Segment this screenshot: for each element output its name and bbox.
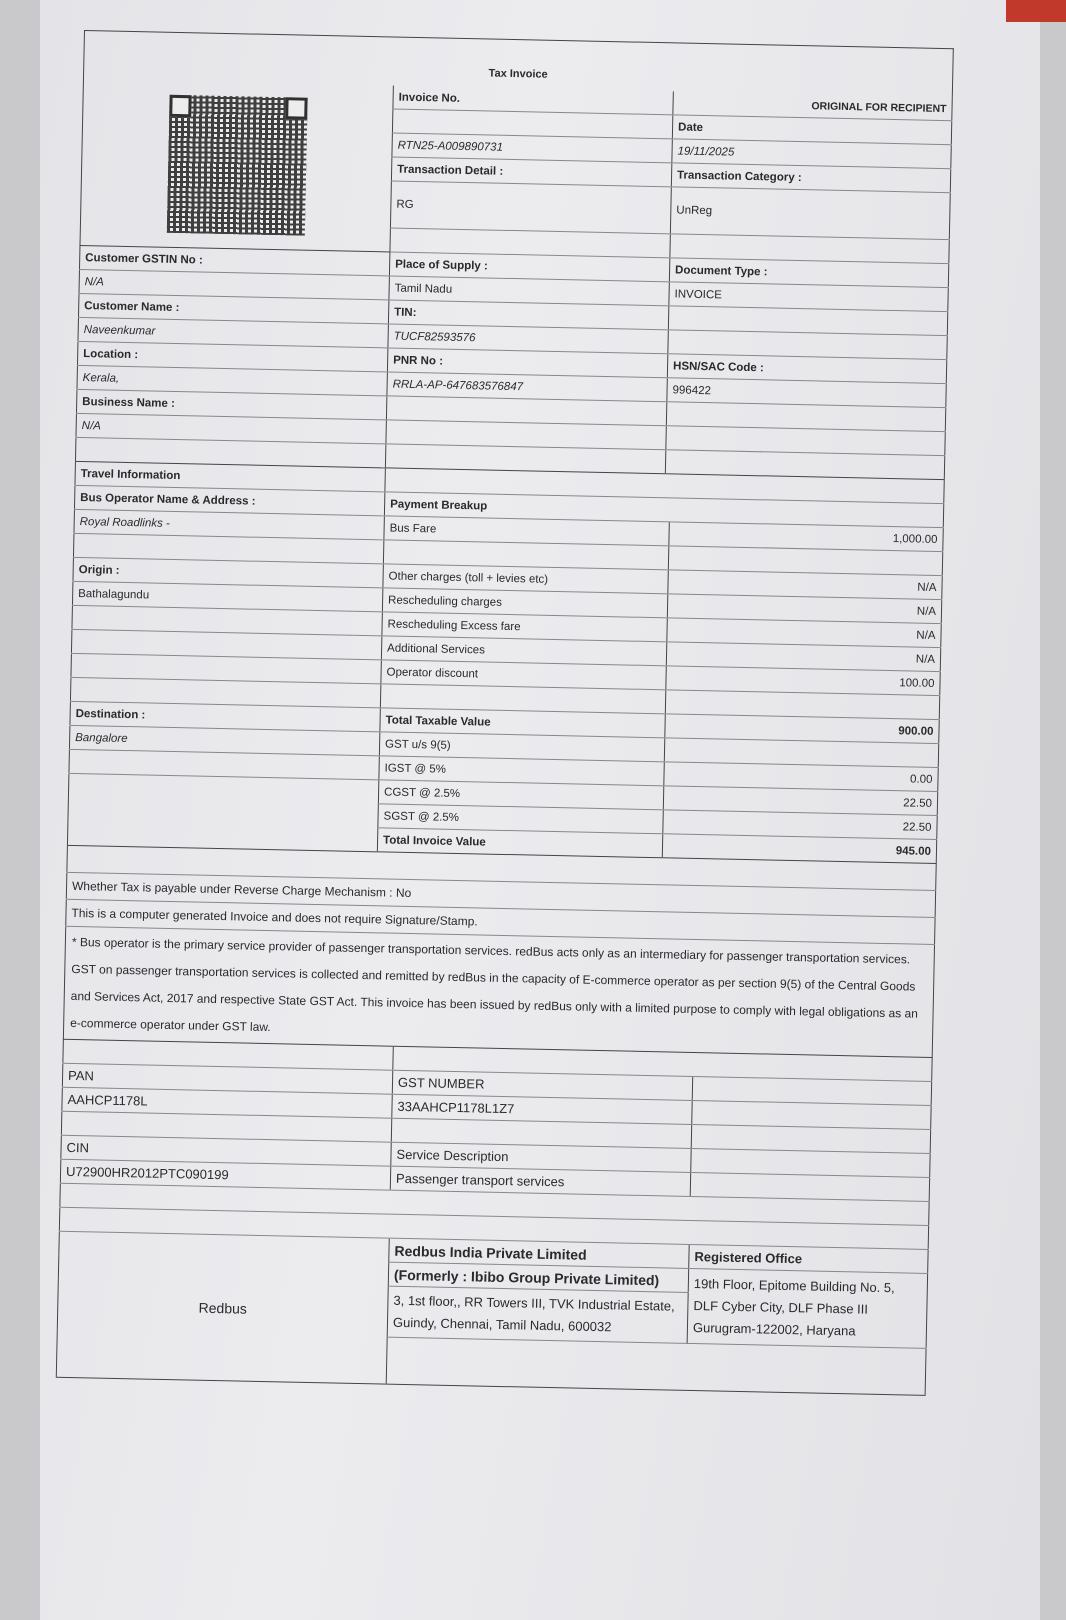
reg-office: 19th Floor, Epitome Building No. 5, DLF … bbox=[687, 1268, 928, 1349]
transaction-detail: RG bbox=[390, 180, 672, 234]
company-address: 3, 1st floor,, RR Towers III, TVK Indust… bbox=[387, 1286, 689, 1344]
background-object bbox=[1006, 0, 1066, 22]
qr-code bbox=[166, 94, 308, 236]
tax-invoice: Tax Invoice Invoice No. ORIGINAL FOR REC… bbox=[55, 30, 954, 1396]
disclaimer: * Bus operator is the primary service pr… bbox=[62, 926, 936, 1058]
header-table: Invoice No. ORIGINAL FOR RECIPIENT Date … bbox=[74, 78, 953, 481]
transaction-category: UnReg bbox=[670, 186, 951, 240]
travel-payment-table: Travel Information Bus Operator Name & A… bbox=[66, 461, 945, 865]
brand-name: Redbus bbox=[56, 1231, 390, 1385]
paper bbox=[40, 0, 1040, 1620]
company-table: PAN GST NUMBER AAHCP1178L 33AAHCP1178L1Z7 … bbox=[55, 1039, 933, 1396]
